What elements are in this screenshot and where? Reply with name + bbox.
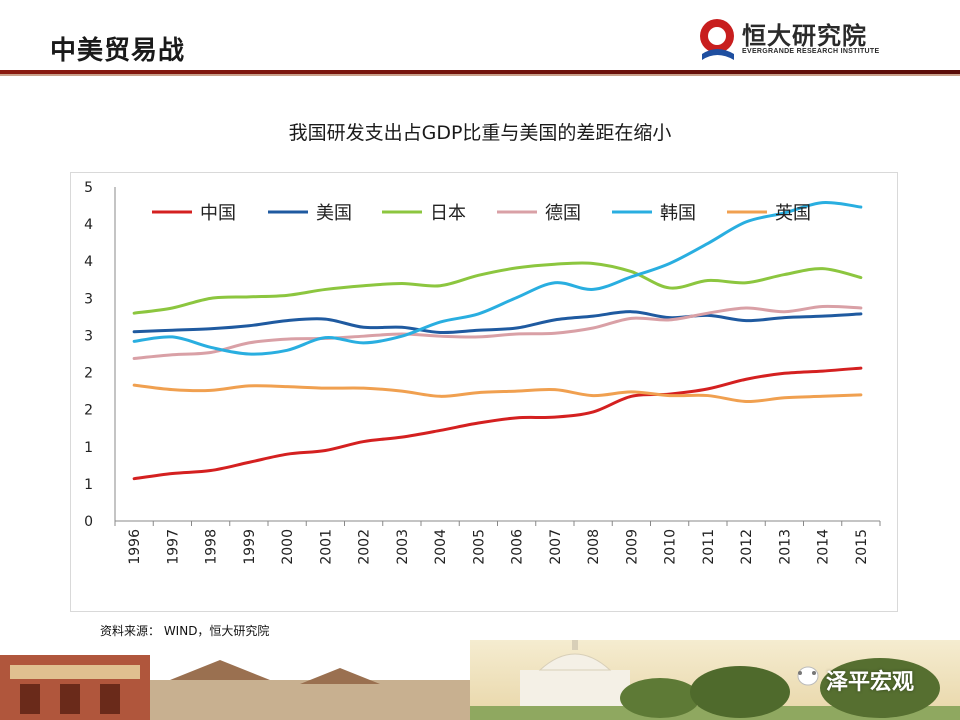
legend-label: 中国 — [200, 203, 236, 224]
x-tick-label: 1997 — [165, 529, 181, 565]
chart-title: 我国研发支出占GDP比重与美国的差距在缩小 — [288, 122, 672, 144]
x-tick-label: 1996 — [127, 529, 143, 565]
x-tick-label: 2006 — [510, 529, 526, 565]
x-tick-label: 2009 — [624, 529, 640, 565]
x-tick-label: 1999 — [242, 529, 258, 565]
y-tick-label: 0 — [84, 514, 93, 530]
legend-label: 日本 — [430, 203, 466, 224]
x-tick-label: 2013 — [777, 529, 793, 565]
series-line-韩国 — [132, 200, 863, 356]
x-tick-label: 2014 — [816, 529, 832, 565]
x-tick-label: 2003 — [395, 529, 411, 565]
y-tick-label: 4 — [84, 254, 93, 270]
x-tick-label: 2002 — [357, 529, 373, 565]
y-tick-label: 1 — [84, 477, 93, 493]
series-line-德国 — [132, 304, 863, 360]
evergrande-logo-icon — [700, 19, 734, 60]
y-tick-label: 4 — [84, 217, 93, 233]
x-tick-label: 2005 — [471, 529, 487, 565]
legend-label: 英国 — [775, 203, 811, 224]
y-tick-label: 3 — [84, 328, 93, 344]
legend-label: 韩国 — [660, 203, 696, 224]
header-rule — [0, 70, 960, 74]
x-tick-label: 2001 — [318, 529, 334, 565]
y-tick-label: 3 — [84, 291, 93, 307]
slide-title: 中美贸易战 — [50, 36, 186, 66]
logo-text: 恒大研究院 — [742, 22, 867, 50]
footer-landscape — [0, 640, 960, 720]
series-line-英国 — [132, 383, 863, 404]
series-line-美国 — [132, 310, 863, 335]
x-tick-label: 2011 — [701, 529, 717, 565]
y-tick-label: 1 — [84, 440, 93, 456]
legend-label: 德国 — [545, 203, 581, 224]
x-tick-label: 2012 — [739, 529, 755, 565]
header-rule-accent — [0, 74, 960, 76]
series-line-中国 — [132, 366, 863, 481]
y-tick-label: 2 — [84, 366, 93, 382]
x-tick-label: 2004 — [433, 529, 449, 565]
x-tick-label: 2015 — [854, 529, 870, 565]
x-tick-label: 1998 — [204, 529, 220, 565]
x-tick-label: 2010 — [663, 529, 679, 565]
legend-label: 美国 — [316, 203, 352, 224]
footer-brand: 泽平宏观 — [826, 670, 915, 695]
series-line-日本 — [132, 261, 863, 315]
x-tick-label: 2008 — [586, 529, 602, 565]
y-tick-label: 2 — [84, 403, 93, 419]
logo-subtitle: EVERGRANDE RESEARCH INSTITUTE — [742, 48, 880, 55]
y-tick-label: 5 — [84, 180, 93, 196]
source-note: 资料来源： WIND，恒大研究院 — [100, 624, 270, 638]
x-tick-label: 2007 — [548, 529, 564, 565]
x-tick-label: 2000 — [280, 529, 296, 565]
